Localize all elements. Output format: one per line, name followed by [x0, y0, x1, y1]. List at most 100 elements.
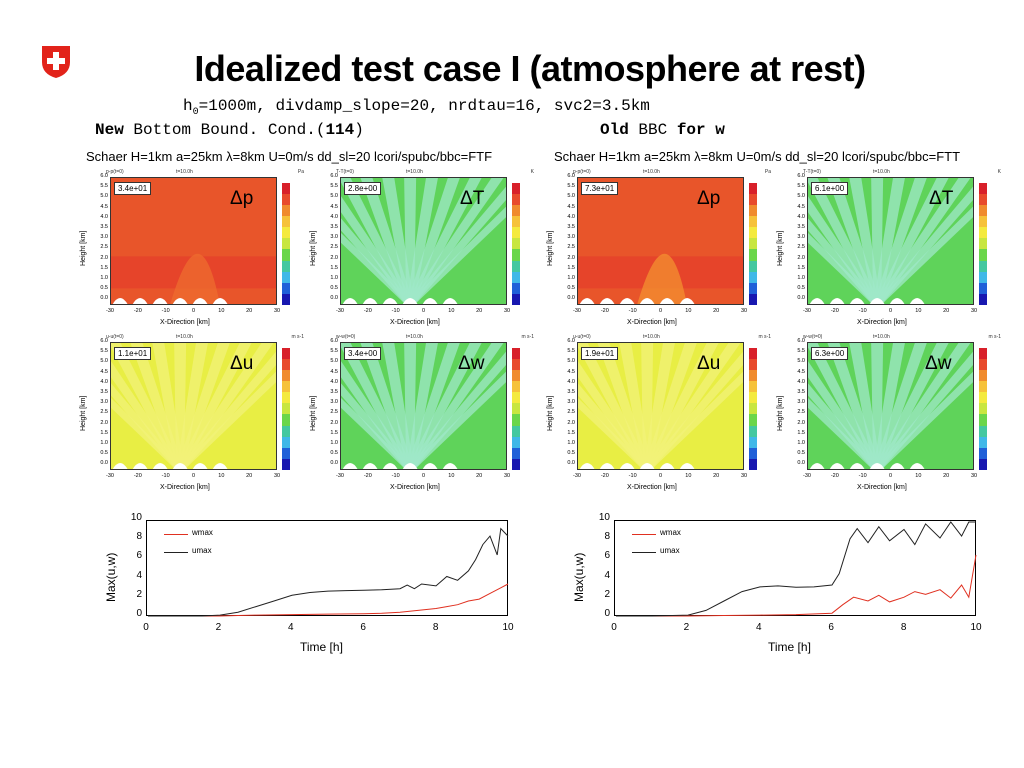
panel-unit: m s-1 — [988, 334, 1002, 340]
panel-xtick: -30 — [336, 308, 344, 314]
panel-ylabel: Height [km] — [310, 230, 317, 266]
panel-ytick: 3.5 — [100, 224, 108, 230]
panel-ytick: 0.0 — [797, 295, 805, 302]
panel-ytick: 0.5 — [100, 285, 108, 292]
legend-label-umax: umax — [192, 546, 212, 555]
panel-ytick: 6.0 — [100, 338, 108, 344]
panel-unit: m s-1 — [521, 334, 535, 340]
panel-time: t=10.0h — [176, 169, 193, 175]
params-prefix: h — [183, 97, 193, 115]
panel-ylabel: Height [km] — [80, 395, 87, 431]
panel-quantity-label: ΔT — [929, 188, 954, 209]
panel-ytick: 5.0 — [330, 193, 338, 200]
panel-ytick: 3.5 — [797, 224, 805, 230]
panel-ytick: 1.5 — [797, 429, 805, 436]
panel-ytick: 4.5 — [330, 368, 338, 375]
series-line-wmax — [148, 583, 509, 617]
panel-colorbar — [282, 348, 290, 470]
swiss-cross-logo-icon — [42, 46, 70, 78]
panel-ylabel: Height [km] — [777, 230, 784, 266]
panel-xtick: 30 — [970, 473, 978, 479]
panel-xtick: -10 — [628, 473, 637, 479]
panel-quantity-label: Δu — [697, 353, 721, 374]
panel-ytick: 3.0 — [567, 234, 575, 241]
panel-ytick: 4.0 — [567, 378, 575, 385]
panel-max-value: 6.3e+00 — [811, 347, 849, 360]
panel-xtick: -30 — [803, 473, 811, 479]
panel-ytick: 5.0 — [567, 358, 575, 365]
panel-ytick: 3.0 — [100, 399, 108, 406]
panel-yticks: 6.0 5.5 5.0 4.5 4.0 3.5 3.0 2.5 2.0 1.5 1.0 0.5 0.0 — [787, 338, 805, 466]
panel-yticks: 6.0 5.5 5.0 4.5 4.0 3.5 3.0 2.5 2.0 1.5 1.0 0.5 0.0 — [557, 338, 575, 466]
panel-max-value: 6.1e+00 — [811, 182, 849, 195]
panel-xtick: 30 — [970, 308, 978, 314]
panel-xlabel: X-Direction [km] — [390, 319, 440, 326]
panel-ytick: 4.0 — [330, 378, 338, 385]
panel-xticks: -30 -20 -10 0 10 20 30 — [106, 473, 280, 481]
panel-time: t=10.0h — [643, 169, 660, 175]
timeseries-plot-area — [146, 520, 509, 617]
panel-unit: Pa — [297, 169, 304, 175]
timeseries-ytick: 6 — [136, 550, 142, 562]
legend-label-wmax: wmax — [660, 528, 681, 537]
panel-xtick: 10 — [915, 308, 922, 314]
left-caption-mid: Bottom Bound. Cond.( — [123, 121, 326, 139]
panel-yticks: 6.0 5.5 5.0 4.5 4.0 3.5 3.0 2.5 2.0 1.5 1.0 0.5 0.0 — [90, 173, 108, 301]
panel-ytick: 6.0 — [330, 338, 338, 344]
panel-colorbar — [979, 348, 987, 470]
params-sub: 0 — [192, 107, 199, 119]
timeseries-ylabel: Max(u,w) — [572, 552, 586, 602]
panel-xtick: 30 — [740, 308, 748, 314]
panel-ytick: 4.5 — [330, 203, 338, 210]
panel-xtick: -20 — [363, 473, 372, 479]
panel-ytick: 2.5 — [797, 409, 805, 416]
panel-xtick: -10 — [858, 473, 867, 479]
panel-xtick: -10 — [858, 308, 867, 314]
panel-unit: K — [530, 169, 534, 175]
panel-xtick: -30 — [803, 308, 811, 314]
panel-time: t=10.0h — [406, 169, 423, 175]
panel-variable: p-p(t=0) — [106, 169, 124, 175]
panel-variable: p-p(t=0) — [573, 169, 591, 175]
panel-rp: p-p(t=0) t=10.0h Pa 7.3e+01 Δp Height [km] X-D… — [547, 169, 779, 328]
panel-rT: T-T(t=0) t=10.0h K 6.1e+00 ΔT Height [km] X-Di… — [777, 169, 1009, 328]
panel-time: t=10.0h — [406, 334, 423, 340]
series-line-umax — [616, 521, 976, 617]
panel-colorbar — [512, 348, 520, 470]
panel-ytick: 5.0 — [100, 358, 108, 365]
panel-ytick: 2.0 — [567, 254, 575, 261]
panel-xtick: 20 — [246, 473, 253, 479]
panel-contour-field — [577, 342, 744, 470]
panel-variable: u-u(t=0) — [573, 334, 591, 340]
panel-ytick: 0.5 — [100, 450, 108, 457]
panel-xticks: -30 -20 -10 0 10 20 30 — [573, 473, 748, 481]
panel-unit: Pa — [764, 169, 771, 175]
panel-ytick: 0.5 — [797, 285, 805, 292]
panel-time: t=10.0h — [643, 334, 660, 340]
panel-ytick: 0.5 — [797, 450, 805, 457]
panel-xtick: 20 — [943, 308, 950, 314]
panel-xtick: 0 — [191, 473, 196, 479]
panel-xtick: 10 — [685, 473, 692, 479]
panel-xticks: -30 -20 -10 0 10 20 30 — [106, 308, 280, 316]
panel-ytick: 6.0 — [567, 173, 575, 179]
panel-xtick: -20 — [133, 308, 142, 314]
timeseries-ytick: 10 — [130, 512, 142, 523]
panel-xlabel: X-Direction [km] — [627, 484, 677, 491]
panel-unit: m s-1 — [758, 334, 772, 340]
timeseries-ytick: 10 — [598, 512, 610, 523]
panel-ytick: 0.0 — [330, 295, 338, 302]
panel-ytick: 2.5 — [100, 244, 108, 251]
panel-ytick: 1.0 — [100, 440, 108, 446]
panel-ytick: 1.5 — [330, 264, 338, 271]
panel-ytick: 1.5 — [330, 429, 338, 436]
panel-ytick: 3.5 — [100, 389, 108, 395]
legend-swatch-wmax — [164, 534, 188, 535]
panel-xtick: -30 — [573, 473, 581, 479]
panel-xtick: -20 — [600, 308, 609, 314]
panel-variable: T-T(t=0) — [336, 169, 354, 175]
panel-ytick: 4.5 — [797, 368, 805, 375]
panel-xtick: 30 — [740, 473, 748, 479]
panel-contour-field — [110, 177, 277, 305]
panel-xtick: 0 — [421, 308, 426, 314]
